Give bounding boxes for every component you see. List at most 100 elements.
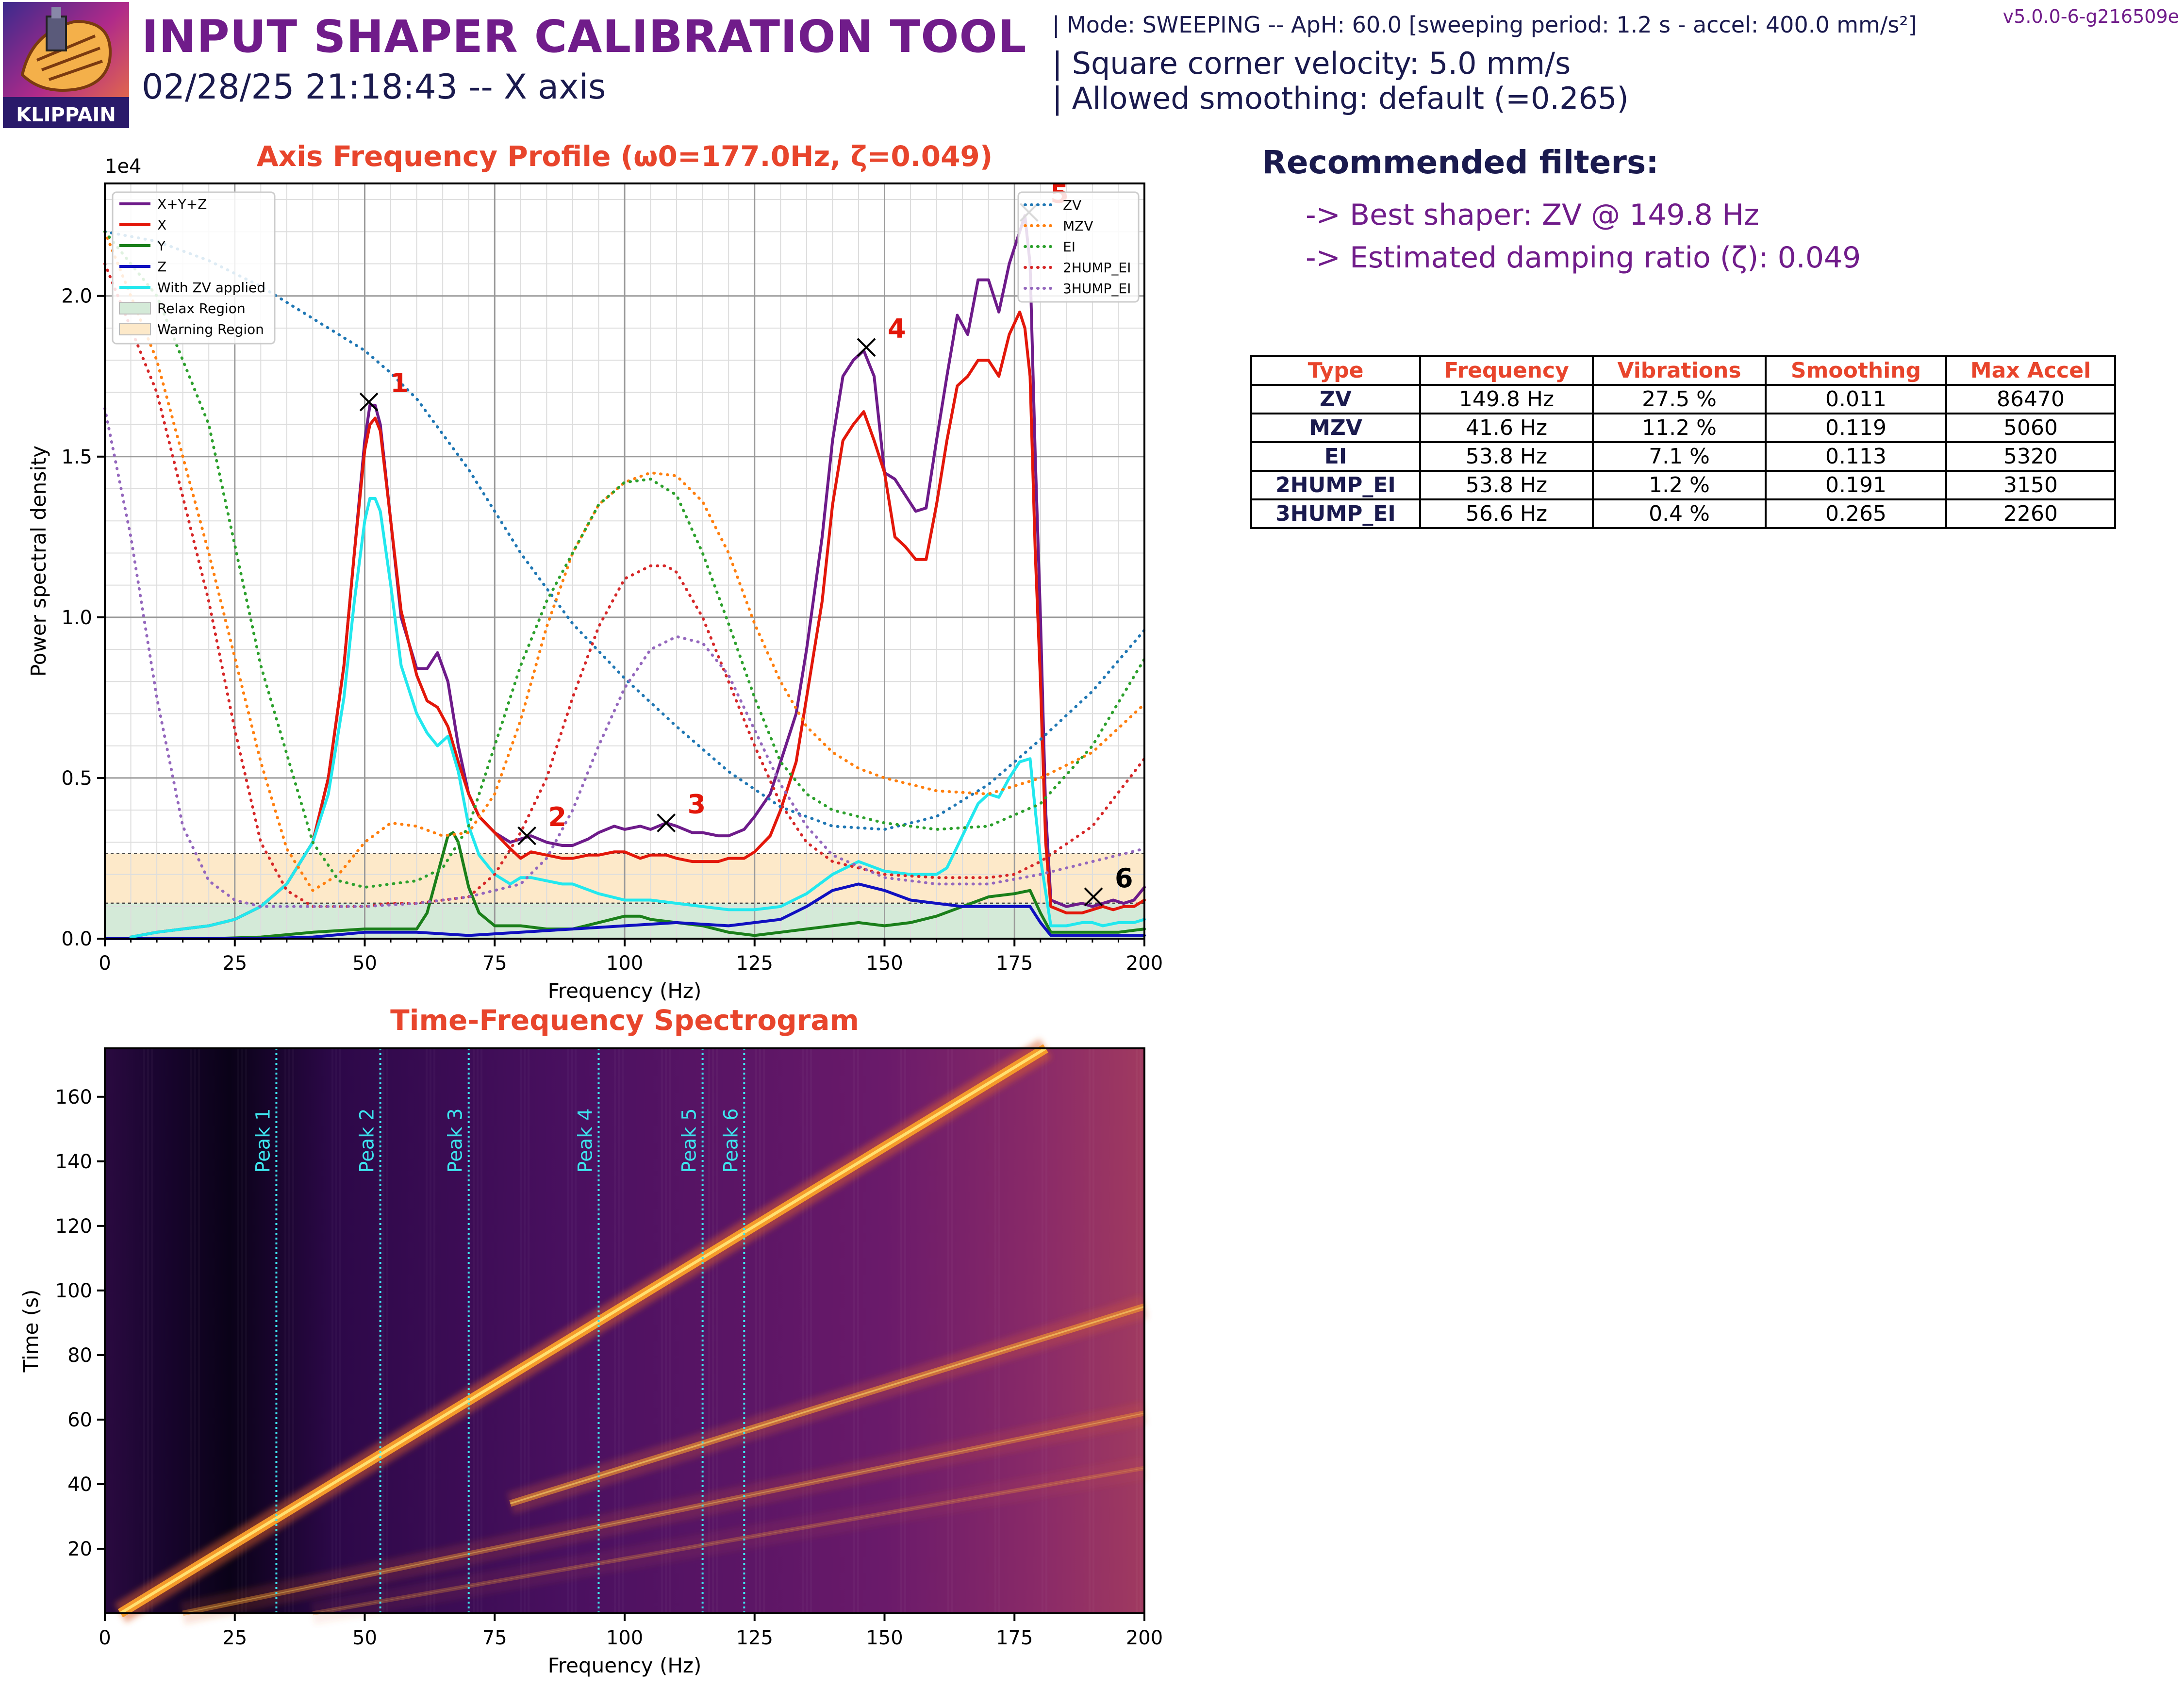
x-tick-label: 100: [606, 1627, 643, 1649]
series-zv: [103, 230, 1146, 831]
ridge-halo: [180, 1402, 1147, 1624]
cell-type: 2HUMP_EI: [1250, 470, 1421, 500]
cell-vibrations: 0.4 %: [1592, 498, 1767, 529]
page-title: INPUT SHAPER CALIBRATION TOOL: [142, 11, 1027, 63]
x-tick-label: 75: [482, 952, 507, 975]
peak-label: 6: [1115, 863, 1133, 894]
cell-frequency: 149.8 Hz: [1419, 384, 1594, 414]
y-axis-label: Time (s): [19, 1290, 43, 1373]
peak-label: 3: [688, 789, 706, 820]
cell-max-accel: 2260: [1945, 498, 2116, 529]
ridge-core: [119, 1047, 1047, 1615]
legend-label: Y: [157, 238, 166, 254]
series-2hump-ei: [103, 262, 1146, 908]
col-vibrations: Vibrations: [1592, 355, 1767, 386]
peak-line-label: Peak 2: [356, 1108, 379, 1173]
date-axis-line: 02/28/25 21:18:43 -- X axis: [142, 67, 606, 107]
peak-marker: [517, 826, 537, 845]
x-tick-label: 75: [482, 1627, 507, 1649]
legend-label: With ZV applied: [157, 280, 265, 296]
cell-vibrations: 27.5 %: [1592, 384, 1767, 414]
x-tick-label: 200: [1126, 952, 1163, 975]
legend-label: Z: [157, 259, 166, 275]
peak-label: 2: [548, 802, 567, 832]
series-3hump-ei: [103, 407, 1146, 908]
peak-marker: [359, 392, 379, 412]
klippain-logo: KLIPPAIN: [3, 2, 129, 128]
scv-info: | Square corner velocity: 5.0 mm/s: [1052, 46, 1571, 81]
y-axis-label: Power spectral density: [27, 446, 50, 677]
y-tick-label: 1.0: [61, 607, 92, 629]
cell-smoothing: 0.011: [1765, 384, 1947, 414]
x-tick-label: 200: [1126, 1627, 1163, 1649]
series-x: [129, 310, 1146, 939]
ridge-core: [510, 1306, 1145, 1505]
table-row: ZV 149.8 Hz 27.5 % 0.011 86470: [1250, 384, 2116, 414]
legend-left: [112, 191, 276, 345]
ridge-core: [182, 1412, 1145, 1614]
x-tick-label: 100: [606, 952, 643, 975]
ridge-halo: [311, 1457, 1146, 1624]
peak-label: 4: [888, 314, 906, 344]
cell-smoothing: 0.119: [1765, 413, 1947, 443]
chart-title: Time-Frequency Spectrogram: [390, 1004, 859, 1037]
cell-frequency: 56.6 Hz: [1419, 498, 1594, 529]
y-tick-label: 0.0: [61, 928, 92, 950]
version-label: v5.0.0-6-g216509e: [2002, 6, 2179, 27]
y-tick-label: 80: [67, 1344, 92, 1367]
ridge: [312, 1466, 1145, 1616]
col-smoothing: Smoothing: [1765, 355, 1947, 386]
cell-vibrations: 11.2 %: [1592, 413, 1767, 443]
x-tick-label: 125: [736, 1627, 773, 1649]
peak-marker: [857, 338, 876, 357]
y-tick-label: 1.5: [61, 446, 92, 468]
x-tick-label: 25: [222, 1627, 247, 1649]
series-y: [103, 831, 1146, 940]
y-tick-label: 40: [67, 1474, 92, 1496]
legend-swatch: [119, 323, 151, 335]
legend-label: Relax Region: [157, 300, 246, 316]
ridge: [182, 1410, 1145, 1616]
x-tick-label: 50: [352, 1627, 377, 1649]
peak-line-label: Peak 3: [445, 1108, 467, 1173]
cell-smoothing: 0.265: [1765, 498, 1947, 529]
x-tick-label: 50: [352, 952, 377, 975]
cell-max-accel: 86470: [1945, 384, 2116, 414]
y-tick-label: 20: [67, 1538, 92, 1560]
cell-smoothing: 0.113: [1765, 441, 1947, 472]
x-tick-label: 125: [736, 952, 773, 975]
legend-label: 2HUMP_EI: [1063, 260, 1131, 276]
series-z: [103, 882, 1146, 940]
peak-line-label: Peak 6: [720, 1108, 742, 1173]
peak-marker: [657, 813, 676, 833]
series-with-zv-applied: [129, 497, 1146, 939]
legend-label: MZV: [1063, 218, 1093, 234]
damping-ratio-line: -> Estimated damping ratio (ζ): 0.049: [1306, 241, 1861, 275]
table-row: MZV 41.6 Hz 11.2 % 0.119 5060: [1250, 413, 2116, 443]
x-tick-label: 25: [222, 952, 247, 975]
cell-type: ZV: [1250, 384, 1421, 414]
peak-marker: [1084, 887, 1103, 907]
y-tick-label: 100: [55, 1280, 92, 1302]
x-tick-label: 150: [866, 1627, 903, 1649]
filter-table: Type Frequency Vibrations Smoothing Max …: [1250, 355, 2116, 529]
legend-label: 3HUMP_EI: [1063, 281, 1131, 297]
peak-label: 1: [390, 368, 409, 398]
x-axis-label: Frequency (Hz): [548, 979, 702, 1003]
y-tick-label: 120: [55, 1215, 92, 1238]
legend-label: X: [157, 217, 166, 233]
peak-line-label: Peak 1: [252, 1108, 274, 1173]
cell-frequency: 41.6 Hz: [1419, 413, 1594, 443]
legend-swatch: [119, 302, 151, 315]
legend-label: X+Y+Z: [157, 196, 207, 212]
cell-type: EI: [1250, 441, 1421, 472]
cell-type: 3HUMP_EI: [1250, 498, 1421, 529]
filter-table-header: Type Frequency Vibrations Smoothing Max …: [1250, 355, 2116, 386]
frequency-profile-chart: 12345602550751001251501752000.00.51.01.5…: [27, 140, 1163, 1003]
table-row: 3HUMP_EI 56.6 Hz 0.4 % 0.265 2260: [1250, 498, 2116, 529]
series-mzv: [103, 230, 1146, 892]
cell-max-accel: 5320: [1945, 441, 2116, 472]
y-multiplier: 1e4: [105, 155, 142, 178]
smoothing-info: | Allowed smoothing: default (=0.265): [1052, 81, 1629, 116]
peak-line-label: Peak 4: [574, 1108, 596, 1173]
